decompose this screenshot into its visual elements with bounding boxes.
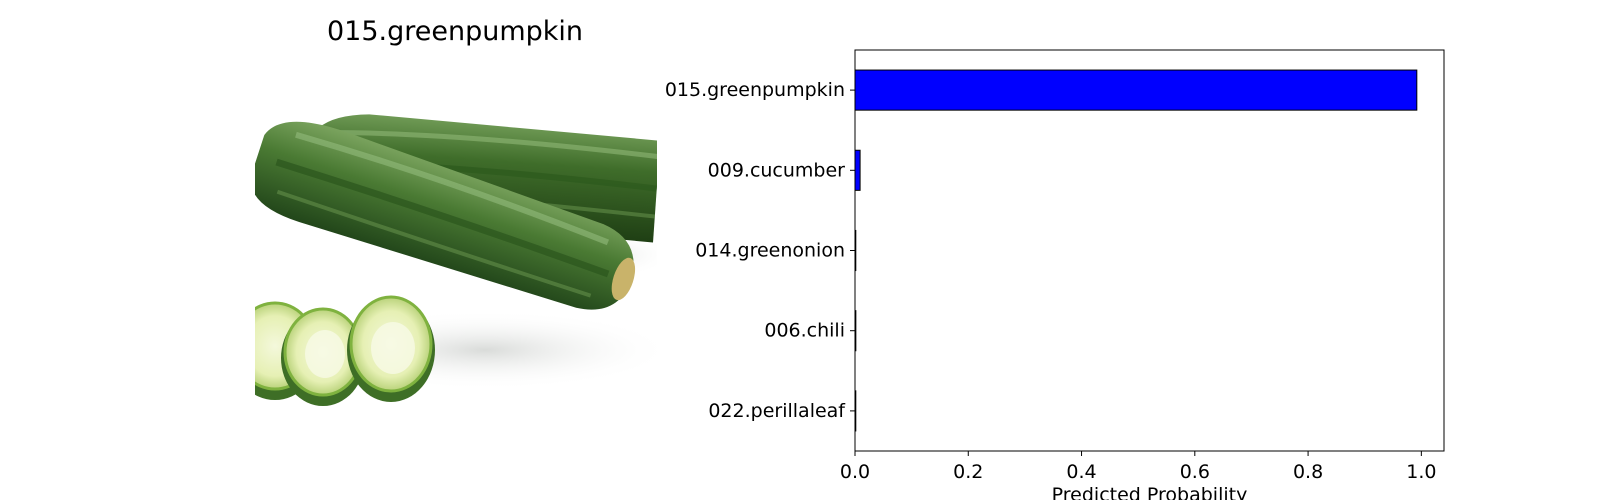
image-title: 015.greenpumpkin	[326, 16, 584, 47]
y-tick-label: 014.greenonion	[695, 240, 845, 262]
zucchini-photo	[231, 50, 675, 452]
y-tick-label: 009.cucumber	[708, 159, 846, 181]
plot-frame	[854, 49, 1445, 452]
y-tick-label: 022.perillaleaf	[708, 400, 846, 422]
x-tick-label: 1.0	[1406, 461, 1436, 483]
x-tick-label: 0.0	[840, 461, 870, 483]
x-tick-label: 0.8	[1293, 461, 1323, 483]
y-tick-label: 006.chili	[764, 320, 845, 342]
x-tick-label: 0.2	[953, 461, 983, 483]
x-axis-label: Predicted Probability	[1052, 484, 1248, 500]
y-tick-label: 015.greenpumpkin	[665, 79, 845, 101]
x-tick-label: 0.4	[1066, 461, 1096, 483]
bar-009-cucumber	[854, 149, 861, 191]
bar-015-greenpumpkin	[854, 69, 1418, 111]
x-tick-label: 0.6	[1180, 461, 1210, 483]
